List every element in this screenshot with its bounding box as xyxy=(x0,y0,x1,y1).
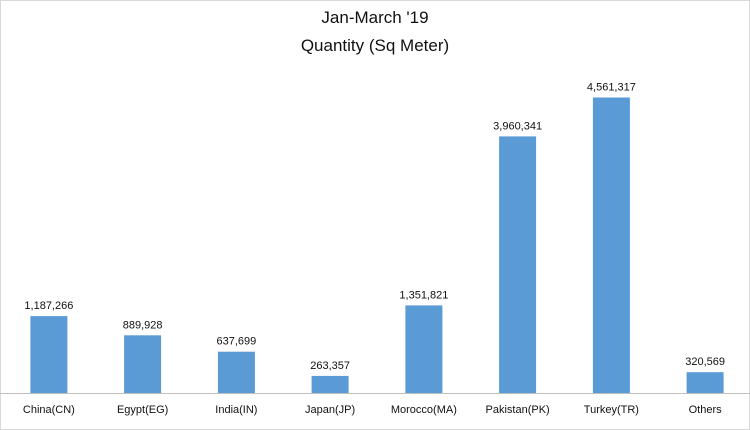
bar xyxy=(686,372,724,393)
x-tick-label: China(CN) xyxy=(23,404,75,416)
data-label: 889,928 xyxy=(123,319,163,331)
x-tick-label: Morocco(MA) xyxy=(391,404,457,416)
bar xyxy=(217,351,255,393)
x-tick-label: Turkey(TR) xyxy=(584,404,639,416)
bar xyxy=(592,97,630,393)
data-label: 3,960,341 xyxy=(493,120,542,132)
chart-subtitle: Quantity (Sq Meter) xyxy=(300,36,450,55)
data-label: 637,699 xyxy=(216,336,256,348)
bar xyxy=(499,136,537,393)
bar xyxy=(124,335,162,393)
x-tick-label: Japan(JP) xyxy=(305,404,355,416)
chart-title: Jan-March '19 xyxy=(321,8,429,27)
bar xyxy=(30,316,68,393)
x-tick-label: Egypt(EG) xyxy=(117,404,168,416)
x-tick-label: Pakistan(PK) xyxy=(486,404,550,416)
bar xyxy=(311,375,349,393)
data-label: 263,357 xyxy=(310,360,350,372)
data-label: 1,187,266 xyxy=(24,300,73,312)
x-tick-label: Others xyxy=(689,404,723,416)
x-tick-label: India(IN) xyxy=(215,404,257,416)
data-label: 4,561,317 xyxy=(587,82,636,94)
bar xyxy=(405,305,443,393)
data-label: 1,351,821 xyxy=(399,289,448,301)
data-label: 320,569 xyxy=(685,356,725,368)
